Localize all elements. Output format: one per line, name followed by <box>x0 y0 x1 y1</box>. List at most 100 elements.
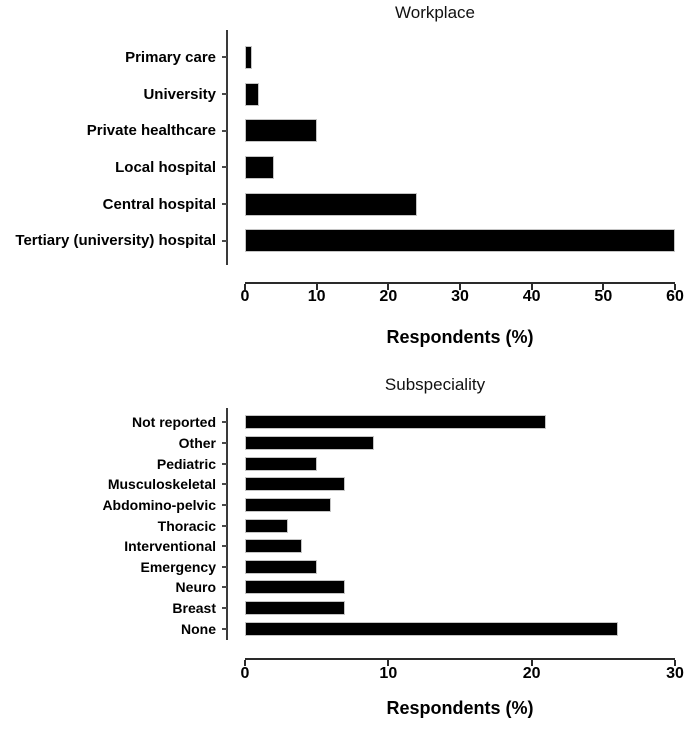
x-tick <box>602 284 605 290</box>
category-label: Central hospital <box>0 197 227 212</box>
category-label-text: Emergency <box>140 558 216 575</box>
bar <box>245 580 346 595</box>
category-label-text: Neuro <box>175 579 216 596</box>
category-label-text: Not reported <box>132 414 216 431</box>
bar <box>245 229 675 253</box>
x-tick <box>244 660 246 666</box>
y-tick <box>222 503 227 506</box>
y-tick <box>222 483 227 486</box>
bar <box>245 477 346 492</box>
bar-row: Primary care <box>0 39 685 76</box>
category-label: Breast <box>0 601 227 615</box>
y-tick <box>222 203 227 206</box>
bar-track <box>245 82 675 106</box>
bar-track <box>245 155 675 179</box>
bar <box>245 601 346 616</box>
x-axis-label: Respondents (%) <box>386 327 534 347</box>
x-tick-label: 50 <box>594 288 613 305</box>
bar-row: Abdomino-pelvic <box>0 495 685 516</box>
bar-row: Tertiary (university) hospital <box>0 222 685 259</box>
bar-track <box>245 621 675 636</box>
category-label: Neuro <box>0 580 227 594</box>
y-tick <box>222 607 227 610</box>
category-label: Tertiary (university) hospital <box>0 233 227 248</box>
chart-title: Subspeciality <box>384 375 486 394</box>
x-tick-label: 60 <box>666 288 684 305</box>
x-tick <box>387 660 390 666</box>
bar-row: Other <box>0 433 685 454</box>
bar <box>245 559 317 574</box>
category-label: Other <box>0 436 227 450</box>
bar <box>245 155 274 179</box>
category-label: Musculoskeletal <box>0 477 227 491</box>
x-axis-label: Respondents (%) <box>386 698 534 718</box>
y-tick <box>222 545 227 548</box>
x-tick <box>459 284 461 290</box>
bar-row: Interventional <box>0 536 685 557</box>
y-tick <box>222 129 227 132</box>
x-tick-label: 0 <box>240 288 250 305</box>
bar-rows: Not reported Other Pediatric Musculoskeleta… <box>0 412 685 639</box>
y-tick <box>222 565 227 568</box>
category-label: Abdomino-pelvic <box>0 498 227 512</box>
category-label-text: Central hospital <box>102 195 216 213</box>
bar-row: Neuro <box>0 577 685 598</box>
category-label: Interventional <box>0 539 227 553</box>
bar-rows: Primary care University Private healthcare… <box>0 39 685 259</box>
x-tick <box>530 284 533 290</box>
category-label: Emergency <box>0 560 227 574</box>
x-axis-line <box>245 658 675 660</box>
x-tick-label: 30 <box>666 665 684 682</box>
category-label: Thoracic <box>0 519 227 533</box>
y-tick <box>222 239 227 242</box>
bar <box>245 539 303 554</box>
category-label: University <box>0 87 227 102</box>
y-tick <box>222 462 227 465</box>
workplace-chart: Workplace Primary care University Private … <box>0 3 685 347</box>
x-tick <box>530 660 533 666</box>
bar-track <box>245 559 675 574</box>
x-tick <box>674 660 676 666</box>
category-label: Private healthcare <box>0 123 227 138</box>
category-label: Primary care <box>0 50 227 65</box>
bar <box>245 518 288 533</box>
bar <box>245 415 546 430</box>
bar <box>245 45 253 69</box>
x-tick-label: 0 <box>240 665 250 682</box>
x-tick <box>315 284 318 290</box>
category-label-text: Primary care <box>125 48 216 66</box>
bar-track <box>245 518 675 533</box>
bar-track <box>245 497 675 512</box>
x-tick <box>244 284 246 290</box>
y-tick <box>222 627 227 630</box>
bar-track <box>245 539 675 554</box>
bar <box>245 82 260 106</box>
x-tick <box>674 284 676 290</box>
bar-row: Musculoskeletal <box>0 474 685 495</box>
category-label-text: Abdomino-pelvic <box>102 496 216 513</box>
category-label-text: Other <box>178 434 216 451</box>
category-label-text: None <box>181 620 216 637</box>
bar-row: Not reported <box>0 412 685 433</box>
bar-row: Local hospital <box>0 149 685 186</box>
category-label-text: University <box>143 85 216 103</box>
bar <box>245 192 417 216</box>
category-label-text: Breast <box>172 600 216 617</box>
category-label-text: Private healthcare <box>86 122 216 140</box>
bar <box>245 621 618 636</box>
bar-row: Pediatric <box>0 453 685 474</box>
x-tick-label: 10 <box>307 288 326 305</box>
x-axis-line <box>245 282 675 284</box>
y-tick <box>222 56 227 59</box>
bar-row: Breast <box>0 598 685 619</box>
bar-track <box>245 477 675 492</box>
category-label: Pediatric <box>0 457 227 471</box>
y-tick <box>222 524 227 527</box>
bar-track <box>245 580 675 595</box>
y-tick <box>222 93 227 95</box>
bar-row: University <box>0 76 685 113</box>
category-label: Local hospital <box>0 160 227 175</box>
x-tick <box>387 284 390 290</box>
bar <box>245 456 317 471</box>
